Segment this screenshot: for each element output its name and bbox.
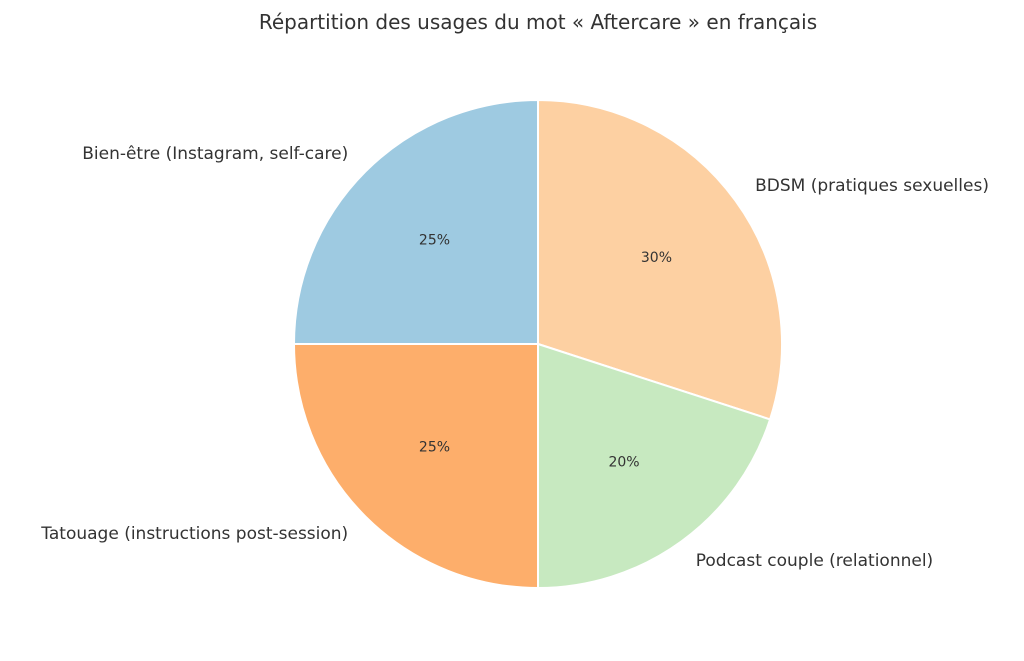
slice-label-podcast-couple-relationnel: Podcast couple (relationnel) <box>696 551 933 571</box>
slice-percent-tatouage-instructions-post-session: 25% <box>419 440 450 456</box>
slice-percent-bdsm-pratiques-sexuelles: 30% <box>641 250 672 266</box>
chart-title: Répartition des usages du mot « Aftercar… <box>259 10 817 34</box>
slice-label-bdsm-pratiques-sexuelles: BDSM (pratiques sexuelles) <box>755 176 989 196</box>
slice-labels: BDSM (pratiques sexuelles) 30% Podcast cou… <box>40 144 989 571</box>
pie-slice-bien-etre-instagram-self-care <box>293 99 539 345</box>
slice-label-tatouage-instructions-post-session: Tatouage (instructions post-session) <box>40 524 348 544</box>
pie-slices <box>293 99 783 589</box>
slice-label-bien-etre-instagram-self-care: Bien-être (Instagram, self-care) <box>82 144 348 164</box>
slice-percent-podcast-couple-relationnel: 20% <box>608 454 639 470</box>
pie-slice-tatouage-instructions-post-session <box>293 343 539 589</box>
pie-slice-podcast-couple-relationnel <box>537 343 772 589</box>
slice-percent-bien-etre-instagram-self-care: 25% <box>419 232 450 248</box>
pie-slice-bdsm-pratiques-sexuelles <box>537 99 783 421</box>
